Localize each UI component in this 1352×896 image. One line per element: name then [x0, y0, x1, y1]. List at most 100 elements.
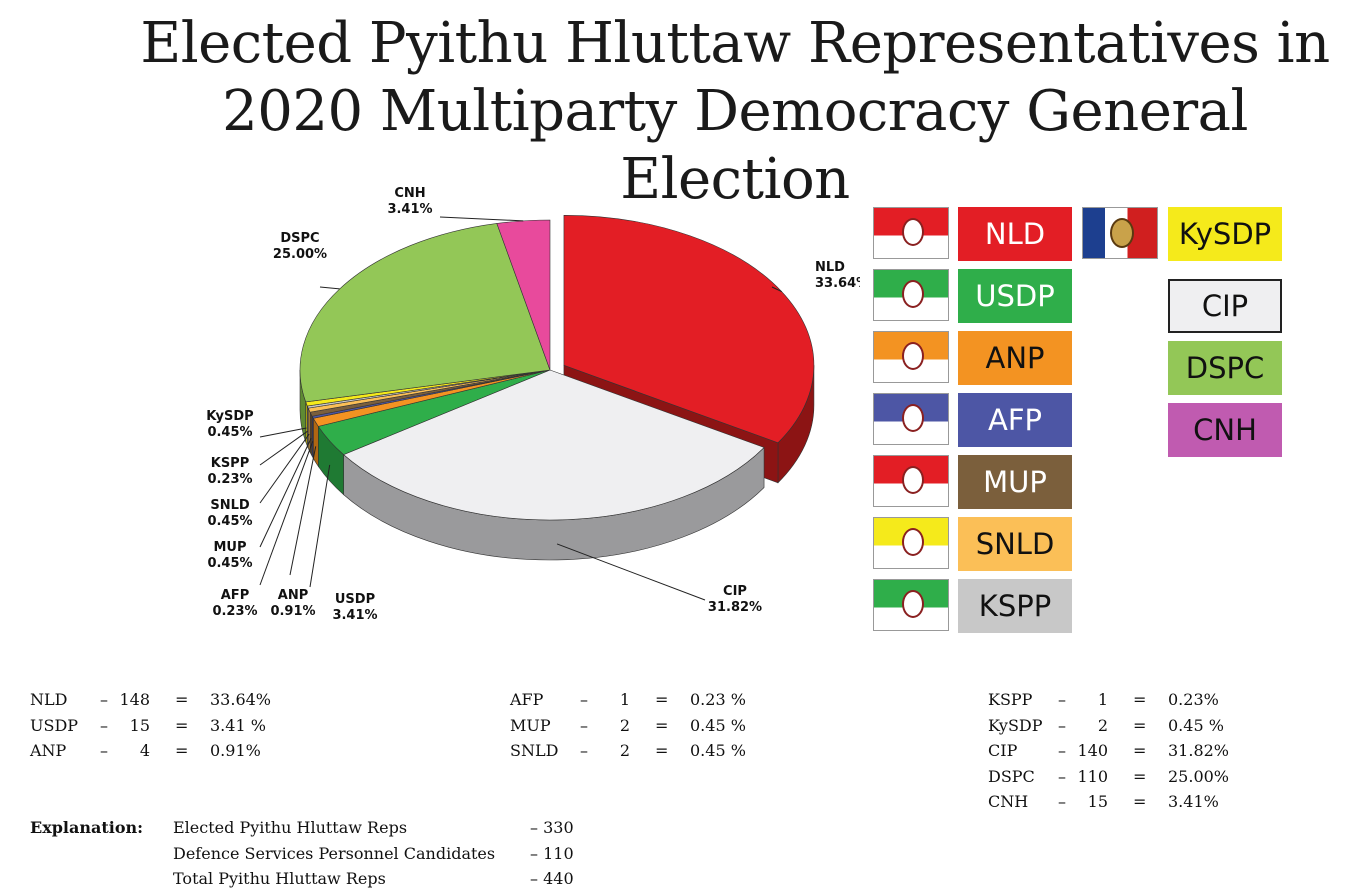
pie-slice-cip [343, 369, 765, 521]
seat-party: DSPC [988, 766, 1035, 786]
seat-dash: – [100, 715, 108, 735]
seat-seats: 15 [1087, 792, 1108, 811]
pie-tops [299, 214, 815, 521]
seat-row: USDP – 15 = 3.41 % [30, 716, 330, 742]
slice-label-snld: SNLD [210, 498, 250, 513]
seat-eq: = [655, 690, 669, 709]
party-flag-kysdp [1082, 207, 1158, 259]
seat-eq: = [175, 715, 189, 735]
legend-item-mup: MUP [958, 455, 1072, 509]
slice-value-mup: 0.45% [207, 556, 252, 571]
legend-item-afp: AFP [958, 393, 1072, 447]
seat-row: KSPP – 1 = 0.23% [988, 690, 1288, 716]
leader-line-kysdp [259, 427, 307, 438]
explanation-label: Explanation: [30, 818, 144, 837]
seat-table-3: KSPP –1 = 0.23% KySDP –2 = 0.45 % CIP –140 = 31.82%… [988, 690, 1288, 818]
slice-value-anp: 0.91% [270, 604, 315, 619]
seat-eq: = [175, 741, 189, 760]
seat-dash: – [1058, 690, 1066, 709]
slice-label-cip: CIP [723, 584, 747, 599]
seat-seats: 1 [1097, 690, 1108, 709]
party-flag-afp [873, 393, 949, 445]
seat-row: SNLD – 2 = 0.45 % [510, 741, 810, 767]
leader-line-anp [289, 446, 317, 576]
seat-eq: = [655, 741, 669, 760]
seat-seats: 2 [619, 715, 630, 735]
seat-row: AFP – 1 = 0.23 % [510, 690, 810, 716]
explanation-text: Defence Services Personnel Candidates [173, 843, 496, 863]
legend-item-cip: CIP [1168, 279, 1282, 333]
slice-label-usdp: USDP [335, 592, 375, 607]
explanation-text: Total Pyithu Hluttaw Reps [173, 869, 386, 888]
slice-label-kspp: KSPP [211, 456, 250, 471]
party-flag-nld [873, 207, 949, 259]
seat-pct: 0.23 % [690, 690, 746, 709]
slice-value-afp: 0.23% [212, 604, 257, 619]
seat-pct: 33.64% [210, 690, 272, 709]
party-emblem-icon [902, 218, 924, 246]
party-emblem-icon [1110, 218, 1134, 248]
seat-party: MUP [510, 715, 551, 735]
pie-side-mup [309, 412, 313, 457]
seat-row: ANP – 4 = 0.91% [30, 741, 330, 767]
explanation-value: – 330 [530, 818, 574, 837]
party-emblem-icon [902, 528, 924, 556]
leader-line-cnh [439, 216, 524, 222]
seat-seats: 4 [139, 741, 150, 760]
seat-pct: 0.45 % [690, 715, 746, 735]
explanation-value: – 110 [530, 843, 574, 863]
leader-line-cip [556, 543, 706, 601]
pie-labels: NLD33.64%CIP31.82%USDP3.41%ANP0.91%AFP0.… [206, 186, 860, 623]
pie-slice-cnh [496, 219, 551, 371]
slice-label-afp: AFP [221, 588, 249, 603]
party-flag-kspp [873, 579, 949, 631]
seat-party: CNH [988, 792, 1029, 811]
seat-seats: 140 [1077, 741, 1108, 760]
seat-eq: = [1133, 792, 1147, 811]
seat-table-1: NLD –148 = 33.64% USDP –15 = 3.41 % ANP –4 = 0.91% [30, 690, 330, 767]
slice-value-cip: 31.82% [708, 600, 762, 615]
seat-pct: 3.41% [1168, 792, 1219, 811]
party-flag-usdp [873, 269, 949, 321]
legend-item-nld: NLD [958, 207, 1072, 261]
seat-seats: 2 [1097, 715, 1108, 735]
title-line-2: 2020 Multiparty Democracy General Electi… [222, 79, 1248, 212]
slice-value-dspc: 25.00% [273, 247, 327, 262]
seat-eq: = [655, 715, 669, 735]
leader-line-afp [259, 441, 314, 586]
seat-eq: = [1133, 690, 1147, 709]
legend: NLD USDP ANP AFP MUP SNLD KSPP KySDP CIP DSPC CNH [870, 205, 1300, 645]
leader-line-usdp [309, 464, 331, 588]
leader-line-snld [259, 433, 310, 504]
party-flag-snld [873, 517, 949, 569]
seat-seats: 2 [619, 741, 630, 760]
seat-dash: – [580, 690, 588, 709]
seat-row: MUP – 2 = 0.45 % [510, 716, 810, 742]
seat-dash: – [100, 741, 108, 760]
leader-line-dspc [319, 286, 340, 290]
seat-pct: 0.45 % [1168, 715, 1224, 735]
legend-item-kysdp: KySDP [1168, 207, 1282, 261]
seat-row: CNH – 15 = 3.41% [988, 792, 1288, 818]
seat-dash: – [1058, 715, 1066, 735]
legend-item-snld: SNLD [958, 517, 1072, 571]
pie-chart: NLD33.64%CIP31.82%USDP3.41%ANP0.91%AFP0.… [206, 186, 860, 623]
slice-value-cnh: 3.41% [387, 202, 432, 217]
slice-value-snld: 0.45% [207, 514, 252, 529]
seat-dash: – [580, 715, 588, 735]
seat-seats: 15 [129, 715, 150, 735]
seat-seats: 110 [1077, 766, 1108, 786]
slice-value-nld: 33.64% [815, 276, 860, 291]
slice-label-dspc: DSPC [280, 231, 319, 246]
seat-row: CIP –140 = 31.82% [988, 741, 1288, 767]
pie-leaders [259, 216, 782, 601]
party-flag-mup [873, 455, 949, 507]
slice-label-mup: MUP [213, 540, 246, 555]
seat-dash: – [1058, 741, 1066, 760]
seat-party: NLD [30, 690, 68, 709]
legend-item-usdp: USDP [958, 269, 1072, 323]
seat-row: DSPC –110 = 25.00% [988, 767, 1288, 793]
seat-row: NLD –148 = 33.64% [30, 690, 330, 716]
chart-title: Elected Pyithu Hluttaw Representatives i… [60, 10, 1350, 214]
title-line-1: Elected Pyithu Hluttaw Representatives i… [140, 11, 1330, 76]
